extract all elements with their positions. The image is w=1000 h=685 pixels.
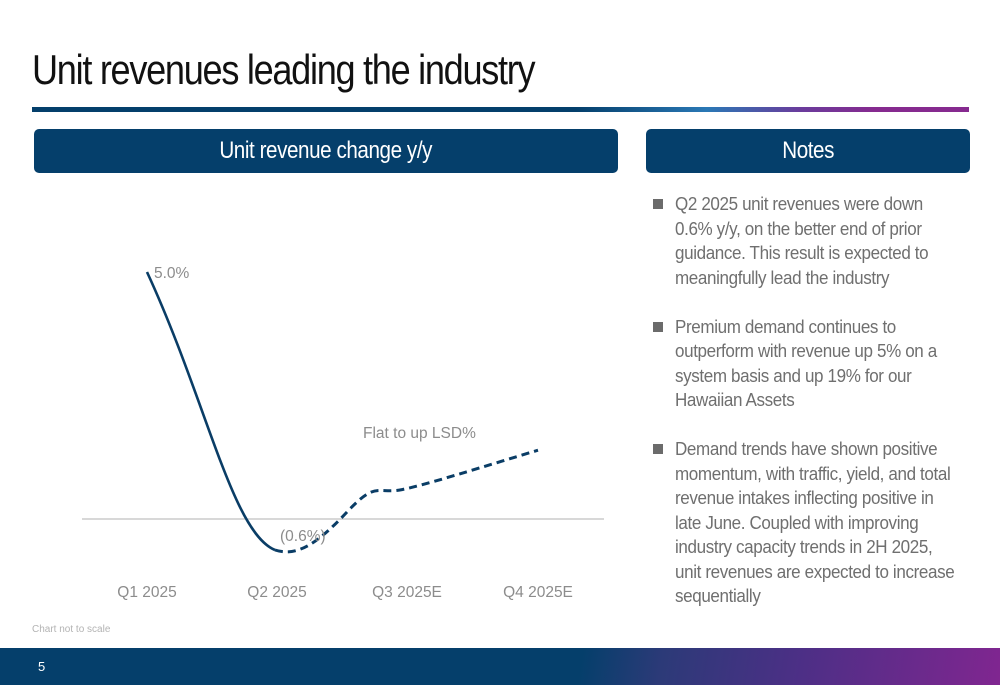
data-label-q1-2025: 5.0% [154, 265, 190, 282]
note-text: Q2 2025 unit revenues were down 0.6% y/y… [675, 193, 929, 288]
chart-panel-header-label: Unit revenue change y/y [219, 137, 433, 164]
x-tick-label: Q3 2025E [372, 584, 442, 601]
square-bullet-icon [653, 199, 663, 209]
notes-list: Q2 2025 unit revenues were down 0.6% y/y… [651, 192, 981, 633]
notes-panel-header: Notes [646, 129, 970, 173]
chart-footnote: Chart not to scale [32, 624, 111, 635]
page-title: Unit revenues leading the industry [32, 46, 536, 93]
note-text: Demand trends have shown positive moment… [675, 438, 955, 606]
unit-revenue-chart: 5.0% (0.6%) Flat to up LSD% Q1 2025 Q2 2… [82, 265, 604, 601]
data-label-q2-2025: (0.6%) [280, 528, 326, 545]
note-item: Premium demand continues to outperform w… [651, 315, 981, 413]
note-item: Q2 2025 unit revenues were down 0.6% y/y… [651, 192, 981, 290]
footer-bar: 5 [0, 648, 1000, 685]
page-number: 5 [38, 659, 46, 674]
annotation-outlook: Flat to up LSD% [363, 425, 476, 442]
square-bullet-icon [653, 321, 663, 332]
notes-panel-header-label: Notes [782, 137, 834, 164]
x-tick-label: Q4 2025E [503, 584, 573, 601]
x-tick-label: Q2 2025 [247, 584, 306, 601]
title-underline [32, 107, 969, 112]
square-bullet-icon [653, 444, 663, 454]
x-tick-label: Q1 2025 [117, 584, 176, 601]
chart-panel-header: Unit revenue change y/y [34, 129, 618, 173]
note-item: Demand trends have shown positive moment… [651, 437, 981, 609]
series-line-actual [145, 271, 276, 552]
note-text: Premium demand continues to outperform w… [675, 315, 937, 411]
